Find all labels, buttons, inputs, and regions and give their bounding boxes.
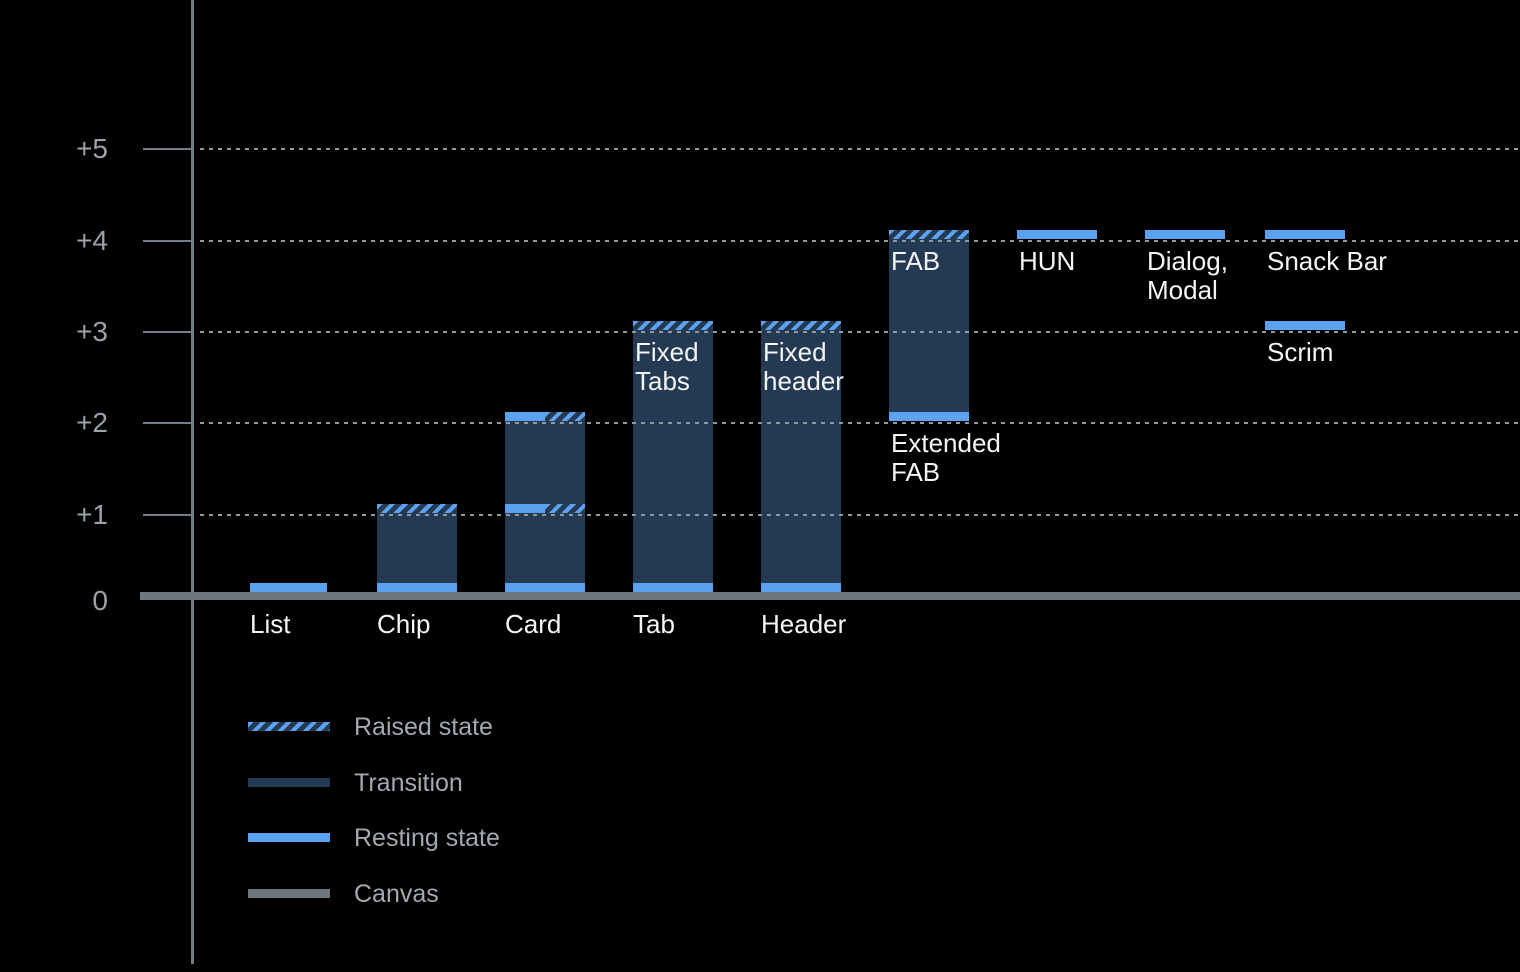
y-axis-tick bbox=[143, 148, 191, 150]
legend-swatch-resting bbox=[248, 833, 330, 842]
component-label-snack-bar: Snack Bar bbox=[1267, 247, 1387, 276]
legend-label: Resting state bbox=[354, 824, 500, 852]
component-label-fab: FAB bbox=[891, 247, 940, 276]
segment-raised bbox=[633, 321, 713, 330]
y-axis-line bbox=[191, 0, 194, 964]
component-label-line: HUN bbox=[1019, 246, 1076, 276]
segment-resting bbox=[377, 583, 457, 592]
y-axis-tick bbox=[143, 514, 191, 516]
segment-transition bbox=[633, 330, 713, 583]
x-axis-label-card: Card bbox=[505, 609, 562, 639]
segment-resting bbox=[505, 412, 545, 421]
legend-swatch-canvas bbox=[248, 889, 330, 898]
legend-swatch-transition bbox=[248, 778, 330, 787]
segment-resting bbox=[1145, 230, 1225, 239]
segment-resting bbox=[1265, 230, 1345, 239]
segment-raised bbox=[761, 321, 841, 330]
segment-resting bbox=[505, 583, 585, 592]
component-label-hun: HUN bbox=[1019, 247, 1075, 276]
component-label-line: Scrim bbox=[1267, 337, 1334, 367]
legend-label: Canvas bbox=[354, 880, 439, 908]
segment-raised bbox=[545, 412, 585, 421]
component-label-line: Dialog, bbox=[1147, 246, 1228, 276]
component-label-scrim: Scrim bbox=[1267, 338, 1333, 367]
component-label-line: Fixed bbox=[635, 337, 699, 367]
y-tick-label: +2 bbox=[76, 407, 108, 438]
component-label-line: FAB bbox=[891, 246, 941, 276]
segment-raised bbox=[889, 230, 969, 239]
y-tick-label: +5 bbox=[76, 133, 108, 164]
canvas-baseline bbox=[140, 592, 1520, 600]
segment-transition bbox=[889, 239, 969, 412]
y-gridline bbox=[200, 331, 1520, 333]
y-tick-label: 0 bbox=[92, 585, 108, 616]
segment-resting bbox=[633, 583, 713, 592]
legend-swatch-raised bbox=[248, 722, 330, 731]
segment-resting bbox=[505, 504, 545, 513]
y-gridline bbox=[200, 422, 1520, 424]
segment-transition bbox=[505, 421, 585, 583]
component-label-tab: Fixed Tabs bbox=[635, 338, 699, 396]
y-axis-tick bbox=[143, 331, 191, 333]
component-label-line: Fixed bbox=[763, 337, 827, 367]
y-gridline bbox=[200, 514, 1520, 516]
segment-resting bbox=[1265, 321, 1345, 330]
legend-label: Raised state bbox=[354, 713, 493, 741]
component-label-line: Extended bbox=[891, 428, 1001, 458]
component-label-line: Tabs bbox=[635, 366, 690, 396]
x-axis-label-tab: Tab bbox=[633, 609, 675, 639]
x-axis-label-chip: Chip bbox=[377, 609, 431, 639]
component-label-dialog-modal: Dialog, Modal bbox=[1147, 247, 1228, 305]
y-axis-tick bbox=[143, 422, 191, 424]
component-label-line: Modal bbox=[1147, 275, 1218, 305]
y-gridline bbox=[200, 148, 1520, 150]
y-tick-label: +1 bbox=[76, 499, 108, 530]
y-tick-label: +4 bbox=[76, 225, 108, 256]
segment-resting bbox=[889, 412, 969, 421]
x-axis-label-header: Header bbox=[761, 609, 847, 639]
component-label-line: header bbox=[763, 366, 844, 396]
component-label-header: Fixed header bbox=[763, 338, 844, 396]
y-tick-label: +3 bbox=[76, 316, 108, 347]
segment-resting bbox=[1017, 230, 1097, 239]
segment-transition bbox=[761, 330, 841, 583]
x-axis-label-list: List bbox=[250, 609, 291, 639]
segment-resting bbox=[250, 583, 327, 592]
y-gridline bbox=[200, 240, 1520, 242]
component-label-fab: Extended FAB bbox=[891, 429, 1001, 487]
component-label-line: Snack Bar bbox=[1267, 246, 1387, 276]
segment-raised bbox=[377, 504, 457, 513]
segment-transition bbox=[377, 513, 457, 583]
component-label-line: FAB bbox=[891, 457, 941, 487]
legend-label: Transition bbox=[354, 769, 463, 797]
segment-raised bbox=[545, 504, 585, 513]
segment-resting bbox=[761, 583, 841, 592]
y-axis-tick bbox=[143, 240, 191, 242]
